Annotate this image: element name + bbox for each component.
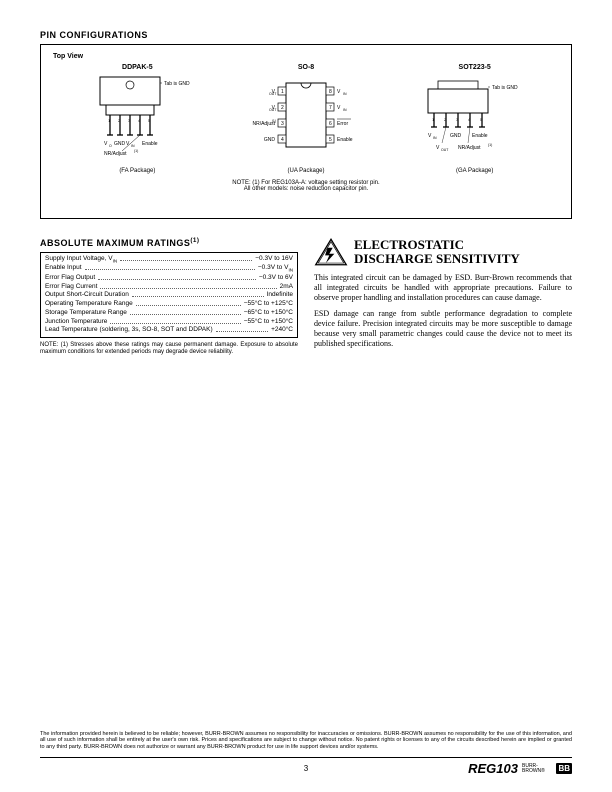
svg-text:(1): (1) — [488, 143, 492, 147]
svg-text:6: 6 — [329, 121, 332, 127]
packages-row: DDPAK-5 1 2 3 4 — [53, 64, 559, 174]
svg-text:V: V — [436, 145, 440, 151]
page-number: 3 — [304, 764, 308, 773]
pkg-code-1: (UA Package) — [222, 168, 391, 174]
part-number: REG103 — [468, 761, 518, 776]
svg-text:GND: GND — [450, 133, 462, 139]
svg-text:V: V — [104, 141, 108, 147]
rating-row: Lead Temperature (soldering, 3s, SO-8, S… — [45, 326, 293, 335]
svg-text:NR/Adjust: NR/Adjust — [458, 145, 481, 151]
columns: ABSOLUTE MAXIMUM RATINGS(1) Supply Input… — [40, 237, 572, 357]
svg-text:V: V — [337, 105, 341, 111]
pkg-name-0: DDPAK-5 — [53, 64, 222, 71]
svg-text:IN: IN — [131, 144, 135, 148]
rating-row: Output Short-Circuit DurationIndefinite — [45, 291, 293, 300]
svg-text:2: 2 — [281, 105, 284, 111]
svg-text:V: V — [337, 89, 341, 95]
footer: 3 REG103 BURR-BROWN® BB — [40, 757, 572, 776]
svg-text:OUT: OUT — [269, 108, 277, 112]
svg-text:NR/Adjust: NR/Adjust — [104, 151, 127, 157]
svg-text:7: 7 — [329, 105, 332, 111]
svg-text:IN: IN — [343, 108, 347, 112]
top-view-label: Top View — [53, 53, 559, 60]
tab-gnd-0: Tab is GND — [164, 81, 190, 87]
svg-text:4: 4 — [281, 137, 284, 143]
esd-para2: ESD damage can range from subtle perform… — [314, 309, 572, 349]
rating-row: Storage Temperature Range−65°C to +150°C — [45, 309, 293, 318]
svg-text:Enable: Enable — [142, 141, 158, 147]
svg-text:GND: GND — [114, 141, 126, 147]
rating-row: Supply Input Voltage, VIN−0.3V to 16V — [45, 255, 293, 264]
svg-text:OUT: OUT — [269, 92, 277, 96]
pin-configs-note: NOTE: (1) For REG103A-A: voltage setting… — [53, 180, 559, 192]
svg-text:(1): (1) — [272, 119, 276, 123]
svg-text:GND: GND — [264, 137, 276, 143]
ddpak-drawing: 12 34 5 Tab is GND VO GND VIN Enable NR/… — [53, 75, 222, 160]
esd-warning-icon — [314, 237, 348, 267]
svg-text:IN: IN — [343, 92, 347, 96]
esd-header: ELECTROSTATICDISCHARGE SENSITIVITY — [314, 237, 572, 267]
svg-text:8: 8 — [329, 89, 332, 95]
rating-row: Operating Temperature Range−55°C to +125… — [45, 300, 293, 309]
rating-row: Enable Input−0.3V to VIN — [45, 264, 293, 273]
rating-row: Junction Temperature−55°C to +150°C — [45, 318, 293, 327]
pin-configurations-section: PIN CONFIGURATIONS Top View DDPAK-5 — [40, 30, 572, 219]
pkg-name-2: SOT223-5 — [390, 64, 559, 71]
ratings-title: ABSOLUTE MAXIMUM RATINGS(1) — [40, 237, 298, 248]
svg-text:Tab is GND: Tab is GND — [492, 85, 518, 91]
pkg-name-1: SO-8 — [222, 64, 391, 71]
ratings-table: Supply Input Voltage, VIN−0.3V to 16V En… — [40, 252, 298, 338]
svg-text:1: 1 — [281, 89, 284, 95]
package-ddpak5: DDPAK-5 12 34 — [53, 64, 222, 174]
svg-text:5: 5 — [329, 137, 332, 143]
rating-row: Error Flag Output−0.3V to 6V — [45, 274, 293, 283]
pkg-code-2: (GA Package) — [390, 168, 559, 174]
svg-text:3: 3 — [281, 121, 284, 127]
esd-title: ELECTROSTATICDISCHARGE SENSITIVITY — [354, 238, 520, 265]
pin-configs-title: PIN CONFIGURATIONS — [40, 30, 572, 40]
burr-brown-logo: BURR-BROWN® BB — [522, 762, 572, 776]
svg-text:V: V — [428, 133, 432, 139]
esd-col: ELECTROSTATICDISCHARGE SENSITIVITY This … — [314, 237, 572, 357]
svg-text:V: V — [126, 141, 130, 147]
ratings-col: ABSOLUTE MAXIMUM RATINGS(1) Supply Input… — [40, 237, 298, 357]
pkg-code-0: (FA Package) — [53, 168, 222, 174]
package-sot223: SOT223-5 123 — [390, 64, 559, 174]
svg-text:Error: Error — [337, 121, 348, 127]
sot223-drawing: 123 45 Tab is GND VIN GND Enable VOUT NR… — [390, 75, 559, 160]
so8-drawing: 1 2 3 4 8 7 6 5 VOUT VOUT NR/Adjus — [222, 75, 391, 160]
disclaimer-text: The information provided herein is belie… — [40, 731, 572, 750]
ratings-note: NOTE: (1) Stresses above these ratings m… — [40, 342, 298, 356]
svg-text:Enable: Enable — [337, 137, 353, 143]
esd-para1: This integrated circuit can be damaged b… — [314, 273, 572, 303]
package-so8: SO-8 1 2 3 4 8 7 6 5 — [222, 64, 391, 174]
svg-text:IN: IN — [433, 136, 437, 140]
pin-configs-box: Top View DDPAK-5 — [40, 44, 572, 219]
svg-text:O: O — [109, 144, 112, 148]
svg-text:OUT: OUT — [441, 148, 449, 152]
svg-text:(1): (1) — [134, 149, 138, 153]
rating-row: Error Flag Current2mA — [45, 283, 293, 292]
svg-text:Enable: Enable — [472, 133, 488, 139]
